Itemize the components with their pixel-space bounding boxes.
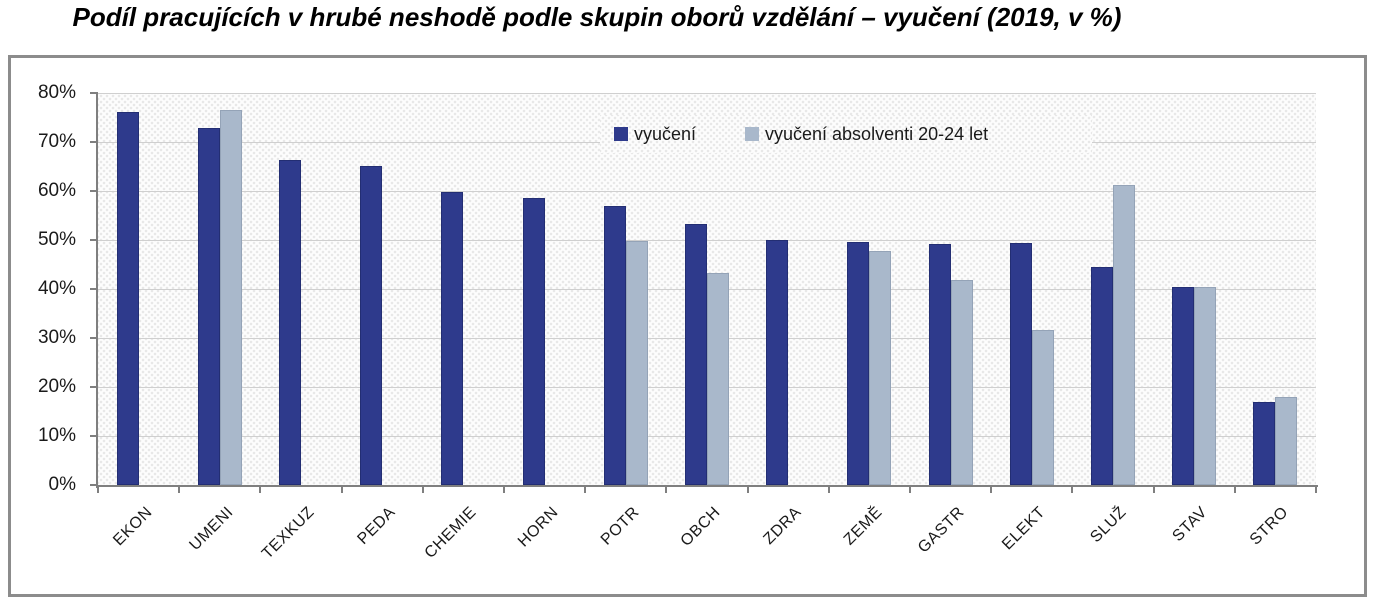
gridline-60 [98, 190, 1316, 192]
y-axis-label-60: 60% [37, 180, 76, 201]
chart-legend: vyučení vyučení absolventi 20-24 let [600, 115, 1092, 153]
y-axis-tick-70 [90, 141, 98, 143]
x-axis-tick-8 [746, 485, 749, 493]
x-axis-tick-6 [584, 485, 587, 493]
x-axis-line [96, 485, 1318, 487]
bar-zdra-vyuceni [766, 240, 789, 485]
x-axis-label-zeme: ZEMĚ [841, 503, 887, 549]
bar-elekt-vyuceni [1009, 243, 1032, 485]
legend-item-vyuceni: vyučení [614, 115, 696, 153]
bar-gastr-vyuceni-absolventi-2 [950, 280, 973, 485]
x-axis-label-umeni: UMENI [186, 503, 237, 554]
y-axis-label-40: 40% [37, 278, 76, 299]
y-axis-label-30: 30% [37, 327, 76, 348]
bar-elekt-vyuceni-absolventi-2 [1031, 329, 1054, 485]
gridline-80 [98, 92, 1316, 94]
y-axis-tick-0 [90, 484, 98, 486]
y-axis-line [96, 93, 98, 488]
x-axis-tick-2 [259, 485, 262, 493]
y-axis-label-70: 70% [37, 131, 76, 152]
bar-zeme-vyuceni-absolventi-2 [869, 250, 892, 485]
legend-label-absolventi: vyučení absolventi 20-24 let [765, 123, 989, 144]
bar-sluz-vyuceni-absolventi-2 [1113, 185, 1135, 485]
y-axis-tick-50 [90, 239, 98, 241]
bar-zeme-vyuceni [847, 241, 870, 485]
legend-label-vyuceni: vyučení [634, 123, 697, 144]
bar-peda-vyuceni [360, 166, 383, 485]
bar-stav-vyuceni [1172, 286, 1195, 485]
chart-frame: 0% 10% 20% 30% 40% 50% 60% 70% 80% EKON UMENI TEXKU… [8, 55, 1367, 597]
bar-umeni-vyuceni [197, 127, 220, 485]
y-axis-tick-40 [90, 288, 98, 290]
gridline-50 [98, 239, 1316, 241]
x-axis-tick-15 [1315, 485, 1317, 493]
bar-sluz-vyuceni [1091, 266, 1113, 485]
bar-potr-vyuceni-absolventi-2 [625, 241, 648, 485]
x-axis-tick-9 [827, 485, 830, 493]
x-axis-tick-5 [503, 485, 505, 493]
x-axis-tick-3 [340, 485, 343, 493]
legend-swatch-absolventi [745, 127, 759, 141]
x-axis-tick-1 [178, 485, 181, 493]
x-axis-tick-14 [1233, 485, 1236, 493]
bar-obch-vyuceni-absolventi-2 [707, 273, 729, 485]
bar-umeni-vyuceni-absolventi-2 [219, 109, 242, 485]
x-axis-label-zdra: ZDRA [760, 503, 805, 548]
x-axis-tick-11 [990, 485, 993, 493]
x-axis-label-stro: STRO [1247, 503, 1293, 549]
chart-title: Podíl pracujících v hrubé neshodě podle … [72, 2, 1122, 32]
x-axis-label-ekon: EKON [109, 503, 156, 550]
x-axis-label-sluz: SLUŽ [1087, 503, 1130, 547]
legend-swatch-vyuceni [614, 127, 628, 141]
bar-stro-vyuceni-absolventi-2 [1275, 396, 1298, 485]
x-axis-label-peda: PEDA [354, 503, 399, 548]
bar-horn-vyuceni [522, 198, 545, 485]
x-axis-label-gastr: GASTR [914, 503, 968, 557]
bar-texkuz-vyuceni [279, 159, 301, 485]
x-axis-label-obch: OBCH [677, 503, 724, 550]
bar-gastr-vyuceni [928, 243, 951, 485]
x-axis-label-elekt: ELEKT [998, 503, 1049, 554]
x-axis-tick-12 [1071, 485, 1074, 493]
y-axis-tick-30 [90, 337, 98, 339]
x-axis-label-stav: STAV [1169, 503, 1211, 546]
bar-ekon-vyuceni [116, 112, 139, 485]
x-axis-tick-13 [1152, 485, 1155, 493]
bar-potr-vyuceni [603, 206, 626, 485]
bar-stro-vyuceni [1253, 401, 1276, 485]
y-axis-tick-20 [90, 386, 98, 388]
legend-item-absolventi: vyučení absolventi 20-24 let [745, 115, 988, 153]
bar-stav-vyuceni-absolventi-2 [1194, 286, 1217, 485]
y-axis-tick-80 [90, 92, 98, 94]
x-axis-label-horn: HORN [514, 503, 562, 551]
y-axis-label-0: 0% [48, 474, 76, 495]
y-axis-label-50: 50% [37, 229, 76, 250]
y-axis-label-10: 10% [37, 425, 76, 446]
bar-obch-vyuceni [685, 223, 707, 485]
bar-chemie-vyuceni [441, 191, 464, 485]
y-axis-label-80: 80% [37, 82, 76, 103]
y-axis-label-20: 20% [37, 376, 76, 397]
x-axis-label-texkuz: TEXKUZ [258, 503, 318, 563]
y-axis-tick-60 [90, 190, 98, 192]
y-axis-tick-10 [90, 435, 98, 437]
x-axis-tick-0 [97, 485, 99, 493]
x-axis-label-potr: POTR [597, 503, 643, 549]
x-axis-tick-4 [421, 485, 424, 493]
x-axis-tick-10 [909, 485, 911, 493]
x-axis-tick-7 [665, 485, 668, 493]
plot-area: 0% 10% 20% 30% 40% 50% 60% 70% 80% EKON UMENI TEXKU… [38, 82, 1318, 562]
x-axis-label-chemie: CHEMIE [421, 503, 481, 562]
